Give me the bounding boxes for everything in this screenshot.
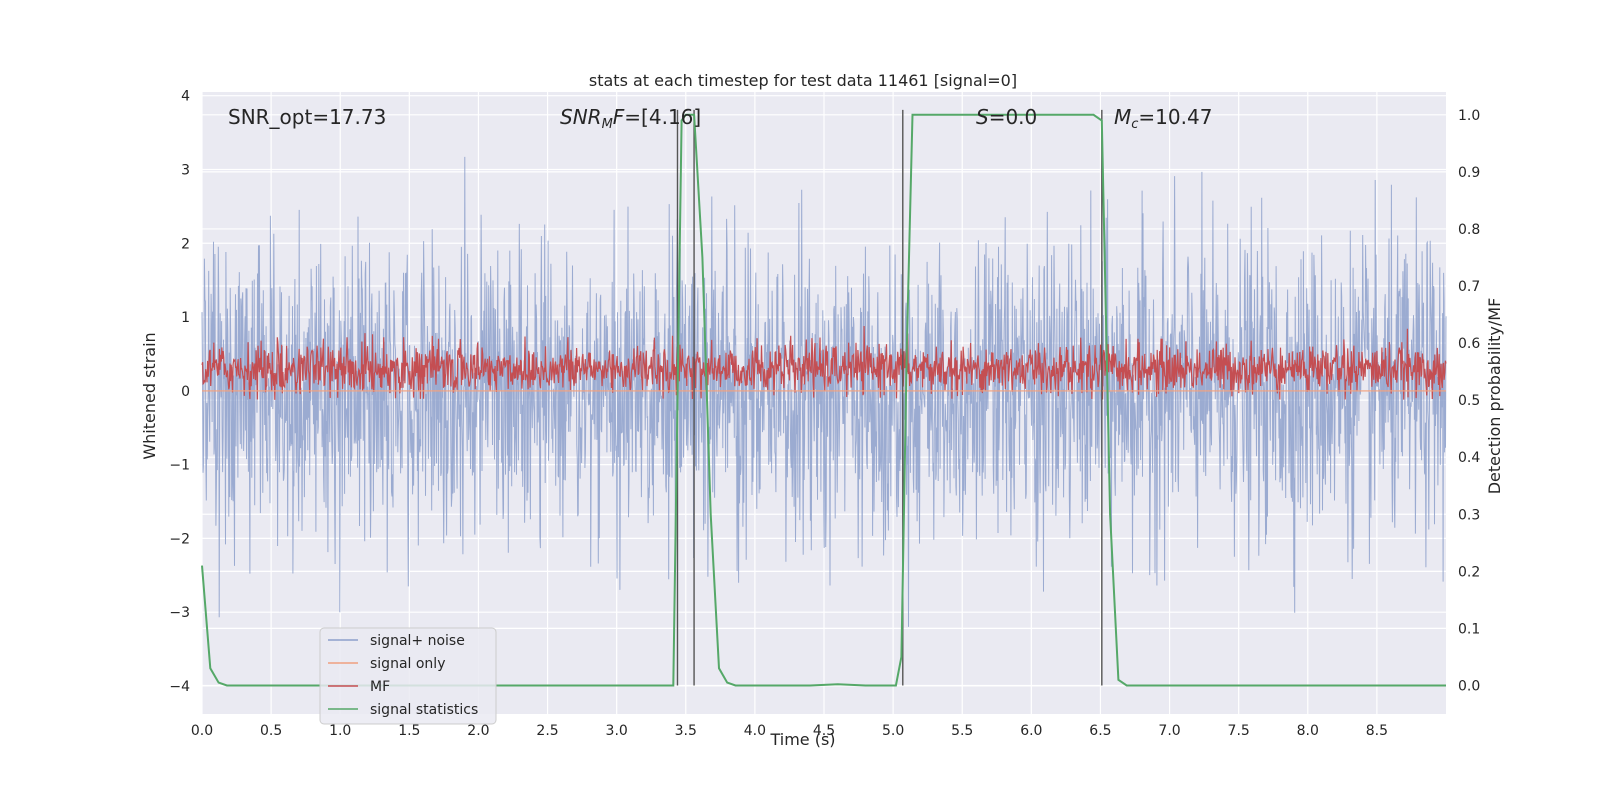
y-tick-label: −4 <box>169 679 190 695</box>
y-right-tick-label: 0.8 <box>1458 222 1480 238</box>
x-tick-label: 1.5 <box>398 723 420 739</box>
y-axis-label: Whitened strain <box>140 332 159 459</box>
legend-label-signal-statistics: signal statistics <box>370 702 478 718</box>
annotation-mc: Mc=10.47 <box>1114 105 1212 132</box>
y-tick-label: −2 <box>169 531 190 547</box>
signal-statistics-series <box>201 113 1446 687</box>
grid <box>201 92 1446 714</box>
x-tick-label: 5.0 <box>882 723 904 739</box>
y-tick-label: 1 <box>181 310 190 326</box>
y-tick-label: 4 <box>181 89 190 105</box>
y-right-tick-label: 0.4 <box>1458 450 1480 466</box>
x-tick-label: 7.5 <box>1228 723 1250 739</box>
y-axis-ticks: 4 3 2 1 0 −1 −2 −3 −4 <box>169 89 190 695</box>
legend: signal+ noise signal only MF signal stat… <box>319 627 497 725</box>
mf-series <box>201 325 1447 400</box>
mf-line <box>201 325 1447 400</box>
legend-label-signal-only: signal only <box>370 656 445 672</box>
y-right-tick-label: 0.1 <box>1458 621 1480 637</box>
x-tick-label: 8.5 <box>1366 723 1388 739</box>
y-right-tick-label: 0.5 <box>1458 393 1480 409</box>
legend-box <box>319 627 497 725</box>
y-right-tick-label: 1.0 <box>1458 108 1480 124</box>
y-tick-label: −1 <box>169 458 190 474</box>
x-tick-label: 0.0 <box>191 723 213 739</box>
x-tick-label: 3.5 <box>675 723 697 739</box>
y-right-tick-label: 0.7 <box>1458 279 1480 295</box>
x-tick-label: 6.5 <box>1089 723 1111 739</box>
x-tick-label: 7.0 <box>1158 723 1180 739</box>
y-axis-right-ticks: 1.0 0.9 0.8 0.7 0.6 0.5 0.4 0.3 0.2 0.1 0.0 <box>1458 108 1480 695</box>
x-tick-label: 1.0 <box>329 723 351 739</box>
y-tick-label: −3 <box>169 605 190 621</box>
x-tick-label: 0.5 <box>260 723 282 739</box>
legend-label-signal-noise: signal+ noise <box>370 633 465 649</box>
y-right-tick-label: 0.6 <box>1458 336 1480 352</box>
annotation-snr-mf: SNRMF=[4.16] <box>560 105 701 132</box>
x-axis-ticks: 0.0 0.5 1.0 1.5 2.0 2.5 3.0 3.5 4.0 4.5 5.0 5.5 6.0 6… <box>191 723 1388 739</box>
annotation-s: S=0.0 <box>976 105 1037 129</box>
y-axis-right-label: Detection probability/MF <box>1485 298 1504 495</box>
y-right-tick-label: 0.2 <box>1458 564 1480 580</box>
signal-statistics-line <box>201 113 1446 687</box>
y-right-tick-label: 0.3 <box>1458 507 1480 523</box>
y-tick-label: 2 <box>181 236 190 252</box>
x-tick-label: 3.0 <box>606 723 628 739</box>
x-tick-label: 2.5 <box>536 723 558 739</box>
x-axis-label: Time (s) <box>769 730 835 749</box>
legend-label-mf: MF <box>370 679 390 695</box>
annotation-snr-opt: SNR_opt=17.73 <box>228 105 386 129</box>
x-tick-label: 8.0 <box>1297 723 1319 739</box>
y-right-tick-label: 0.0 <box>1458 678 1480 694</box>
x-tick-label: 6.0 <box>1020 723 1042 739</box>
x-tick-label: 4.5 <box>813 723 835 739</box>
chart-title: stats at each timestep for test data 114… <box>589 71 1017 90</box>
y-tick-label: 0 <box>181 384 190 400</box>
x-tick-label: 2.0 <box>467 723 489 739</box>
y-right-tick-label: 0.9 <box>1458 165 1480 181</box>
x-tick-label: 4.0 <box>744 723 766 739</box>
x-tick-label: 5.5 <box>951 723 973 739</box>
y-tick-label: 3 <box>181 162 190 178</box>
